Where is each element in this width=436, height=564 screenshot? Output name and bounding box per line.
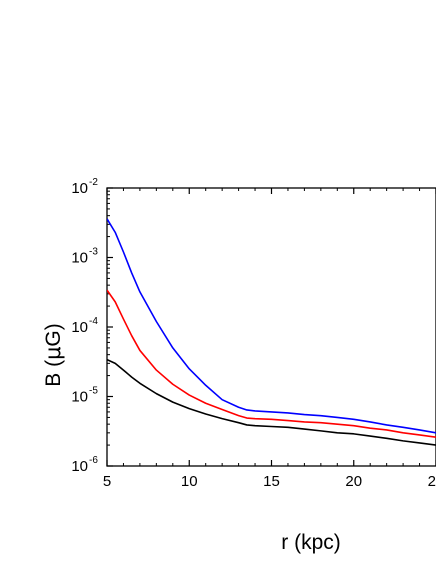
x-tick-label: 25 xyxy=(428,473,436,490)
y-tick-label-base: 10 xyxy=(71,180,88,197)
y-tick-label: 10 xyxy=(71,319,88,336)
y-axis-label: B (μG) xyxy=(41,323,65,387)
y-tick-labels: 10-610-510-410-310-2 xyxy=(71,177,98,475)
y-tick-label: 10 xyxy=(71,180,88,197)
y-tick-label-base: 10 xyxy=(71,319,88,336)
y-axis-label-mu: μ xyxy=(41,347,65,360)
y-tick-label-exponent: -2 xyxy=(89,177,98,188)
series-line-1 xyxy=(107,218,436,434)
series-line-3 xyxy=(107,358,436,446)
y-tick-label-exponent: -5 xyxy=(89,386,98,397)
y-tick-label: 10 xyxy=(71,389,88,406)
series-lines xyxy=(107,218,436,446)
x-tick-label: 10 xyxy=(181,473,198,490)
y-tick-label-exponent: -3 xyxy=(89,247,98,258)
y-tick-label-base: 10 xyxy=(71,250,88,267)
y-axis-label-prefix: B ( xyxy=(42,360,65,387)
x-tick-label: 5 xyxy=(103,473,111,490)
major-ticks xyxy=(106,187,436,467)
y-tick-label-exponent: -4 xyxy=(89,316,98,327)
y-tick-label-exponent: -6 xyxy=(89,455,98,466)
minor-ticks xyxy=(107,188,421,466)
y-tick-label: 10 xyxy=(71,250,88,267)
y-axis-label-suffix: G) xyxy=(42,323,65,346)
y-tick-label: 10 xyxy=(71,458,88,475)
x-tick-labels: 5 10 15 20 25 xyxy=(103,473,436,490)
y-tick-label-base: 10 xyxy=(71,458,88,475)
y-tick-label-base: 10 xyxy=(71,389,88,406)
series-line-2 xyxy=(107,289,436,438)
x-tick-label: 15 xyxy=(263,473,280,490)
x-axis-label: r (kpc) xyxy=(281,531,341,554)
x-tick-label: 20 xyxy=(345,473,362,490)
